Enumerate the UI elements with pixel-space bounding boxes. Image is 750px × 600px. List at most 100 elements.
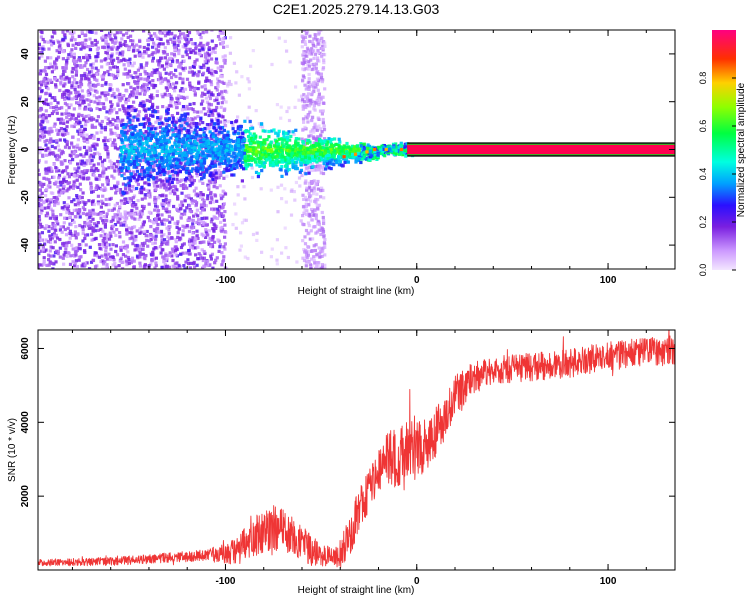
- spectrogram-cell: [97, 243, 102, 247]
- spectrogram-cell: [113, 261, 117, 266]
- spectrogram-cell: [166, 41, 170, 46]
- spectrogram-cell: [233, 202, 237, 206]
- spectrogram-cell: [163, 263, 167, 267]
- spectrogram-cell: [202, 198, 206, 203]
- spectrogram-cell: [122, 172, 126, 176]
- spectrogram-cell: [257, 122, 261, 126]
- spectrogram-cell: [197, 222, 202, 226]
- spectrogram-cell: [94, 43, 98, 47]
- spectrogram-cell: [209, 51, 213, 55]
- spectrogram-cell: [196, 115, 200, 119]
- spectrogram-cell: [208, 236, 212, 241]
- spectrogram-cell: [323, 87, 327, 91]
- spectrogram-cell: [300, 45, 304, 49]
- spectrogram-cell: [249, 124, 254, 128]
- spectrogram-cell: [119, 248, 123, 252]
- spectrogram-cell: [191, 244, 195, 248]
- spectrogram-cell: [50, 236, 55, 240]
- spectrogram-cell: [162, 202, 166, 206]
- spectrogram-cell: [54, 260, 58, 264]
- spectrogram-cell: [200, 248, 204, 252]
- spectrogram-cell: [215, 61, 219, 65]
- spectrogram-cell: [75, 208, 79, 212]
- spectrogram-cell: [81, 154, 85, 158]
- spectrogram-cell: [193, 91, 197, 95]
- spectrogram-cell: [196, 136, 200, 141]
- spectrogram-cell: [215, 97, 219, 101]
- spectrogram-cell: [280, 141, 284, 145]
- spectrogram-cell: [130, 123, 134, 127]
- spectrogram-cell: [118, 212, 123, 216]
- spectrogram-cell: [314, 217, 318, 221]
- spectrogram-cell: [96, 115, 100, 119]
- spectrogram-cell: [62, 244, 66, 248]
- spectrogram-cell: [221, 96, 225, 100]
- spectrogram-cell: [113, 169, 117, 173]
- spectrogram-cell: [133, 173, 137, 177]
- spectrogram-cell: [198, 193, 202, 197]
- spectrogram-cell: [61, 180, 65, 185]
- spectrogram-cell: [110, 226, 114, 230]
- spectrogram-cell: [63, 69, 67, 73]
- spectrogram-cell: [284, 172, 289, 176]
- spectrogram-cell: [65, 30, 69, 33]
- spectrogram-cell: [152, 257, 156, 261]
- spectrogram-cell: [80, 30, 84, 34]
- spectrogram-cell: [136, 113, 140, 117]
- spectrogram-cell: [77, 243, 81, 247]
- spectrogram-cell: [56, 117, 60, 121]
- spectrogram-cell: [187, 229, 192, 234]
- spectrogram-cell: [76, 185, 80, 189]
- spectrogram-cell: [233, 166, 237, 170]
- spectrogram-cell: [119, 30, 123, 35]
- spectrogram-cell: [158, 178, 162, 182]
- spectrogram-cell: [126, 30, 130, 32]
- spectrogram-cell: [184, 43, 188, 47]
- spectrogram-cell: [208, 201, 212, 205]
- spectrogram-cell: [241, 146, 245, 150]
- spectrogram-cell: [130, 215, 134, 219]
- spectrogram-cell: [207, 113, 211, 118]
- spectrogram-cell: [239, 244, 243, 248]
- spectrogram-cell: [315, 128, 319, 132]
- spectrogram-cell: [192, 214, 196, 218]
- spectrogram-cell: [173, 89, 177, 93]
- spectrogram-cell: [185, 206, 189, 210]
- spectrogram-cell: [38, 134, 43, 138]
- spectrogram-cell: [165, 122, 169, 127]
- spectrogram-cell: [95, 90, 99, 94]
- spectrogram-cell: [40, 30, 44, 35]
- spectrogram-cell: [314, 201, 318, 205]
- spectrogram-cell: [90, 66, 94, 70]
- spectrogram-cell: [165, 184, 169, 188]
- spectrogram-cell: [70, 70, 74, 74]
- spectrogram-cell: [184, 156, 188, 161]
- spectrogram-cell: [167, 237, 172, 241]
- spectrogram-cell: [63, 159, 67, 163]
- spectrogram-cell: [144, 51, 148, 55]
- spectrogram-cell: [169, 71, 173, 75]
- spectrogram-cell: [64, 112, 68, 116]
- spectrogram-cell: [82, 177, 86, 181]
- spectrogram-cell: [100, 119, 104, 124]
- spectrogram-cell: [74, 171, 78, 176]
- spectrogram-cell: [82, 171, 86, 175]
- spectrogram-cell: [120, 37, 124, 41]
- spectrogram-cell: [170, 236, 174, 240]
- spectrogram-cell: [294, 180, 298, 185]
- spectrogram-cell: [302, 248, 306, 252]
- spectrogram-cell: [82, 129, 86, 133]
- spectrogram-cell: [44, 167, 48, 171]
- spectrogram-cell: [300, 137, 304, 141]
- spectrogram-cell: [160, 202, 164, 206]
- spectrogram-cell: [68, 31, 72, 35]
- spectrogram-cell: [98, 107, 102, 112]
- spectrogram-cell: [44, 160, 48, 164]
- spectrogram-cell: [313, 33, 317, 37]
- spectrogram-cell: [98, 246, 102, 250]
- spectrogram-cell: [196, 236, 200, 241]
- spectrogram-cell: [109, 161, 113, 165]
- spectrogram-cell: [46, 206, 50, 210]
- spectrogram-cell: [174, 68, 178, 72]
- spectrogram-cell: [81, 231, 85, 235]
